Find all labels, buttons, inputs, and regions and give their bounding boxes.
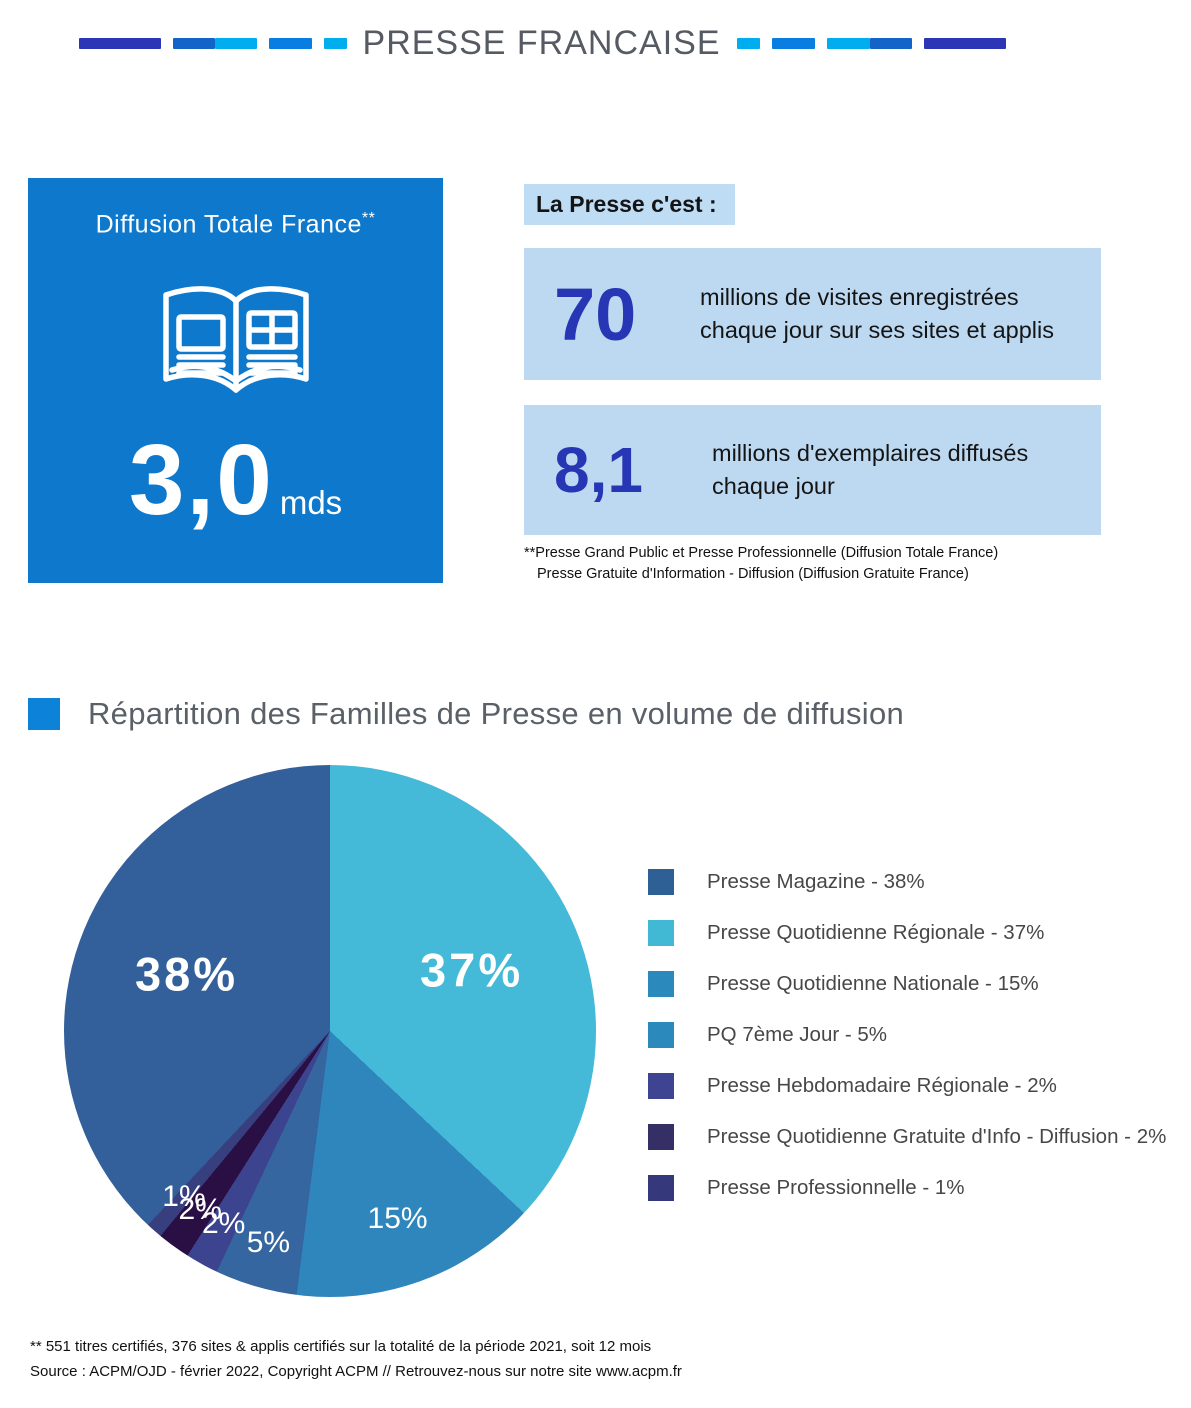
legend-swatch bbox=[648, 920, 674, 946]
page-title: PRESSE FRANCAISE bbox=[362, 24, 721, 62]
pie-slice-label: 15% bbox=[367, 1201, 428, 1235]
stat-visits-text: millions de visites enregistrées chaque … bbox=[700, 281, 1054, 348]
legend-label: Presse Professionnelle - 1% bbox=[707, 1176, 965, 1199]
legend-swatch bbox=[648, 1175, 674, 1201]
stat-copies-value: 8,1 bbox=[554, 434, 643, 506]
pie-slice-label: 1% bbox=[162, 1179, 206, 1213]
header-dashes-left bbox=[78, 38, 347, 49]
legend-label: Presse Quotidienne Nationale - 15% bbox=[707, 972, 1039, 995]
legend-swatch bbox=[648, 971, 674, 997]
header-dashes-right bbox=[736, 38, 1006, 49]
legend-item: PQ 7ème Jour - 5% bbox=[648, 1022, 1166, 1048]
pie-slice-label: 2% bbox=[201, 1207, 246, 1241]
legend-label: Presse Magazine - 38% bbox=[707, 870, 925, 893]
footer: ** 551 titres certifiés, 376 sites & app… bbox=[30, 1334, 682, 1384]
pie-slice-label: 5% bbox=[246, 1226, 291, 1259]
open-magazine-icon bbox=[162, 286, 309, 394]
stat-copies-line1: millions d'exemplaires diffusés bbox=[712, 439, 1029, 466]
header-dash bbox=[923, 38, 1006, 49]
legend-swatch bbox=[648, 1022, 674, 1048]
header-dash bbox=[323, 38, 347, 49]
section-title: Répartition des Familles de Presse en vo… bbox=[88, 696, 905, 731]
legend-item: Presse Magazine - 38% bbox=[648, 869, 1166, 895]
pie-slice-label: 38% bbox=[135, 947, 239, 1001]
legend-item: Presse Professionnelle - 1% bbox=[648, 1175, 1166, 1201]
legend-item: Presse Quotidienne Régionale - 37% bbox=[648, 920, 1166, 946]
footnote: **Presse Grand Public et Presse Professi… bbox=[524, 543, 998, 585]
legend-swatch bbox=[648, 1073, 674, 1099]
total-value: 3,0 mds bbox=[28, 424, 443, 536]
stat-visits-value: 70 bbox=[554, 272, 637, 356]
stat-visits-line2: chaque jour sur ses sites et applis bbox=[700, 317, 1054, 343]
stat-copies-box: 8,1 millions d'exemplaires diffusés chaq… bbox=[524, 405, 1101, 535]
legend-item: Presse Hebdomadaire Régionale - 2% bbox=[648, 1073, 1166, 1099]
header-dash bbox=[826, 38, 870, 49]
section-bullet-square bbox=[28, 698, 60, 730]
footer-line1: ** 551 titres certifiés, 376 sites & app… bbox=[30, 1338, 652, 1355]
legend-label: PQ 7ème Jour - 5% bbox=[707, 1023, 888, 1046]
header-dash bbox=[172, 38, 215, 49]
stat-visits-box: 70 millions de visites enregistrées chaq… bbox=[524, 248, 1101, 380]
header-dash bbox=[268, 38, 312, 49]
legend-item: Presse Quotidienne Gratuite d'Info - Dif… bbox=[648, 1124, 1166, 1150]
stat-copies-text: millions d'exemplaires diffusés chaque j… bbox=[712, 437, 1028, 504]
total-unit: mds bbox=[279, 484, 343, 521]
footnote-line2: Presse Gratuite d'Information - Diffusio… bbox=[537, 566, 969, 582]
legend-item: Presse Quotidienne Nationale - 15% bbox=[648, 971, 1166, 997]
legend-label: Presse Quotidienne Régionale - 37% bbox=[707, 921, 1045, 944]
header-dash bbox=[78, 38, 161, 49]
total-card-title-text: Diffusion Totale France bbox=[95, 210, 362, 239]
legend-label: Presse Hebdomadaire Régionale - 2% bbox=[707, 1074, 1057, 1097]
chart-legend: Presse Magazine - 38% Presse Quotidienne … bbox=[648, 869, 1166, 1226]
legend-swatch bbox=[648, 869, 674, 895]
stat-visits-line1: millions de visites enregistrées bbox=[700, 283, 1019, 310]
legend-swatch bbox=[648, 1124, 674, 1150]
total-card-title: Diffusion Totale France** bbox=[28, 210, 443, 239]
header-dash bbox=[214, 38, 257, 49]
header: PRESSE FRANCAISE bbox=[78, 24, 1006, 63]
pie-slice-label: 2% bbox=[178, 1192, 222, 1226]
footnote-line1: **Presse Grand Public et Presse Professi… bbox=[524, 545, 999, 561]
la-presse-label: La Presse c'est : bbox=[524, 184, 735, 225]
total-number: 3,0 bbox=[128, 424, 274, 536]
section-heading: Répartition des Familles de Presse en vo… bbox=[28, 696, 904, 732]
header-dash bbox=[736, 38, 760, 49]
total-card-asterisks: ** bbox=[361, 210, 376, 227]
pie-slice-label: 37% bbox=[420, 943, 524, 997]
stat-copies-line2: chaque jour bbox=[712, 473, 835, 499]
total-diffusion-card: Diffusion Totale France** 3,0 mds bbox=[28, 178, 443, 583]
header-dash bbox=[771, 38, 815, 49]
pie-chart: 37% 15% 5% 2% 2% 1% 38% bbox=[64, 765, 596, 1297]
legend-label: Presse Quotidienne Gratuite d'Info - Dif… bbox=[707, 1125, 1167, 1148]
footer-line2: Source : ACPM/OJD - février 2022, Copyri… bbox=[30, 1363, 682, 1380]
header-dash bbox=[869, 38, 912, 49]
